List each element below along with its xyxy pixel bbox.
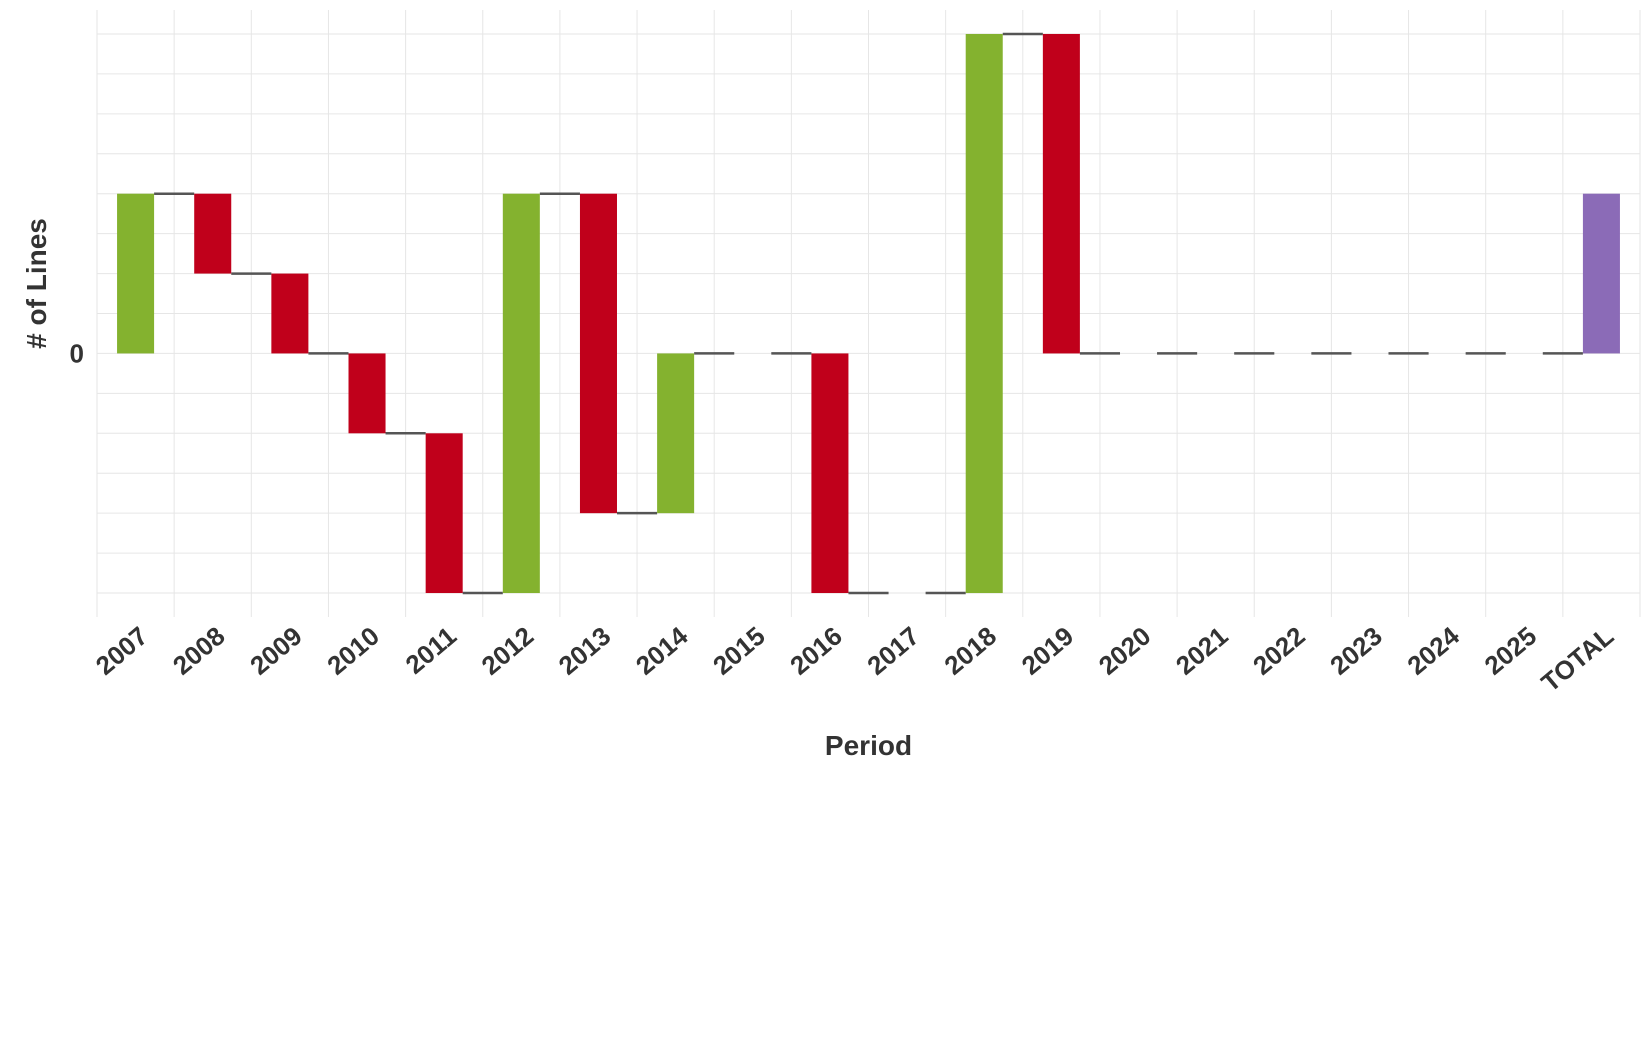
- y-axis-tick-labels: 0: [70, 338, 84, 368]
- x-tick-label: 2020: [1093, 621, 1157, 681]
- x-tick-label: 2009: [244, 621, 308, 681]
- x-tick-label: 2013: [553, 621, 617, 681]
- bar-2016: [811, 353, 849, 594]
- x-axis-tick-labels: 2007 2008 2009 2010 2011 2012 2013 2014 2015 2016…: [90, 620, 1620, 697]
- x-tick-label: 2010: [321, 621, 385, 681]
- connector-lines: [154, 32, 1583, 595]
- x-tick-label: 2023: [1324, 621, 1388, 681]
- bar-TOTAL: [1582, 193, 1620, 354]
- x-tick-label: 2008: [167, 621, 231, 681]
- bar-2012: [502, 193, 540, 594]
- x-tick-label: 2024: [1401, 620, 1465, 681]
- bar-2019: [1042, 33, 1080, 354]
- x-tick-label: 2017: [861, 621, 925, 681]
- x-tick-label: 2007: [90, 621, 154, 681]
- x-tick-label: 2018: [938, 621, 1002, 681]
- x-tick-label: 2022: [1247, 621, 1311, 681]
- x-tick-label: 2012: [476, 621, 540, 681]
- bar-2011: [425, 433, 463, 594]
- x-tick-label: TOTAL: [1535, 621, 1619, 698]
- bars: [117, 33, 1620, 594]
- x-tick-label: 2021: [1170, 621, 1234, 681]
- x-tick-label: 2025: [1479, 621, 1543, 681]
- x-tick-label: 2014: [630, 620, 694, 681]
- bar-2010: [348, 353, 386, 434]
- x-tick-label: 2019: [1016, 621, 1080, 681]
- grid-lines: [96, 10, 1641, 617]
- bar-2013: [579, 193, 617, 514]
- bar-2018: [965, 33, 1003, 594]
- x-tick-label: 2016: [784, 621, 848, 681]
- bar-2008: [194, 193, 232, 274]
- bar-2014: [657, 353, 695, 514]
- bar-2007: [117, 193, 155, 354]
- x-axis-title: Period: [825, 730, 912, 761]
- bar-2009: [271, 273, 309, 354]
- x-tick-label: 2015: [707, 621, 771, 681]
- y-axis-title: # of Lines: [21, 218, 52, 349]
- y-tick-label: 0: [70, 338, 84, 368]
- x-tick-label: 2011: [400, 621, 462, 680]
